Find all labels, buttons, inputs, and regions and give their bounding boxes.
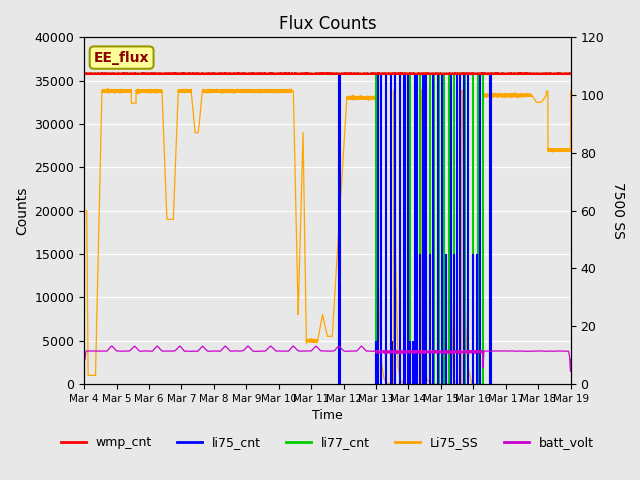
X-axis label: Time: Time	[312, 409, 343, 422]
Text: EE_flux: EE_flux	[94, 50, 149, 65]
Title: Flux Counts: Flux Counts	[278, 15, 376, 33]
Y-axis label: 7500 SS: 7500 SS	[611, 182, 625, 239]
Legend: wmp_cnt, li75_cnt, li77_cnt, Li75_SS, batt_volt: wmp_cnt, li75_cnt, li77_cnt, Li75_SS, ba…	[56, 431, 599, 454]
Y-axis label: Counts: Counts	[15, 186, 29, 235]
